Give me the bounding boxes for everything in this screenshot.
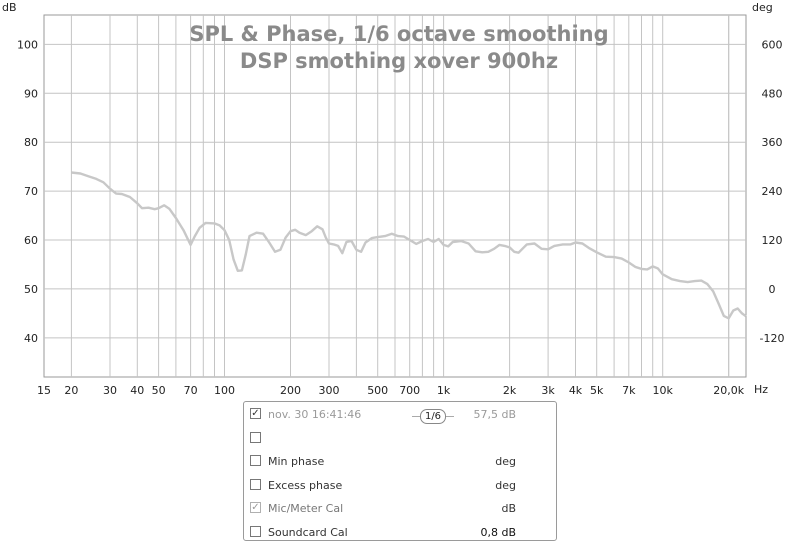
x-tick-label: 700 bbox=[399, 384, 420, 397]
x-tick-label: 300 bbox=[319, 384, 340, 397]
spl-trace bbox=[71, 171, 747, 320]
x-tick-label: 20,0k bbox=[713, 384, 744, 397]
legend-row-label: Soundcard Cal bbox=[268, 525, 348, 539]
legend-checkbox[interactable]: ✓ bbox=[250, 502, 261, 513]
y2-tick-label: -120 bbox=[760, 332, 785, 345]
y2-tick-label: 480 bbox=[762, 87, 783, 100]
spl-chart: 15 20 30 40 50 70 100 200 300 500 700 1k 2k 3k 4k 5k 7k 1… bbox=[2, 1, 785, 397]
legend-row-value: 57,5 dB bbox=[473, 408, 516, 421]
x-tick-label: 5k bbox=[590, 384, 604, 397]
y2-tick-label: 240 bbox=[762, 185, 783, 198]
legend-row-value: 0,8 dB bbox=[480, 525, 516, 539]
x-tick-label: 10k bbox=[653, 384, 674, 397]
y2-tick-label: 600 bbox=[762, 38, 783, 51]
y-axis-unit-left: dB bbox=[2, 1, 17, 14]
x-tick-label: 4k bbox=[569, 384, 583, 397]
x-tick-label: 500 bbox=[367, 384, 388, 397]
legend-row-value: deg bbox=[495, 455, 516, 468]
series-group bbox=[71, 171, 747, 320]
legend-checkbox[interactable] bbox=[250, 431, 261, 443]
y-tick-labels: 100 90 80 70 60 50 40 bbox=[17, 38, 38, 345]
y-tick-label: 60 bbox=[24, 234, 38, 247]
y-tick-label: 100 bbox=[17, 38, 38, 51]
y2-tick-label: 120 bbox=[762, 234, 783, 247]
legend-row-label: Mic/Meter Cal bbox=[268, 502, 344, 515]
legend-row-value: deg bbox=[495, 478, 516, 492]
y-tick-label: 40 bbox=[24, 332, 38, 345]
legend-row: ✓ nov. 30 16:41:46 1/6 57,5 dB bbox=[250, 406, 516, 424]
x-tick-label: 7k bbox=[622, 384, 636, 397]
legend-row: ✓ Mic/Meter Cal dB bbox=[250, 500, 516, 518]
y-tick-label: 50 bbox=[24, 283, 38, 296]
chart-title-line-1: SPL & Phase, 1/6 octave smoothing bbox=[189, 22, 608, 46]
x-tick-label: 70 bbox=[184, 384, 198, 397]
legend-row-label: Min phase bbox=[268, 455, 325, 468]
x-axis-unit: Hz bbox=[754, 383, 768, 396]
x-tick-label: 40 bbox=[130, 384, 144, 397]
smoothing-badge[interactable]: 1/6 bbox=[412, 409, 454, 424]
y-axis-unit-right: deg bbox=[752, 1, 773, 14]
legend-row-value: dB bbox=[501, 502, 516, 515]
y2-tick-label: 0 bbox=[769, 283, 776, 296]
x-tick-label: 2k bbox=[503, 384, 517, 397]
x-tick-label: 100 bbox=[214, 384, 235, 397]
y-tick-label: 90 bbox=[24, 87, 38, 100]
y-tick-label: 80 bbox=[24, 136, 38, 149]
legend-row bbox=[250, 430, 516, 448]
grid-lines bbox=[44, 15, 746, 377]
x-tick-label: 20 bbox=[64, 384, 78, 397]
legend-checkbox[interactable] bbox=[250, 525, 261, 537]
x-tick-label: 15 bbox=[37, 384, 51, 397]
legend-row-label: Excess phase bbox=[268, 478, 343, 492]
legend-row: Min phase deg bbox=[250, 453, 516, 471]
legend-checkbox[interactable]: ✓ bbox=[250, 408, 261, 419]
x-tick-label: 50 bbox=[152, 384, 166, 397]
x-tick-label: 1k bbox=[437, 384, 451, 397]
y2-tick-labels: 600 480 360 240 120 0 -120 bbox=[760, 38, 785, 345]
x-tick-labels: 15 20 30 40 50 70 100 200 300 500 700 1k 2k 3k 4k 5k 7k 1… bbox=[37, 384, 745, 397]
legend-row: Soundcard Cal 0,8 dB bbox=[250, 524, 516, 542]
x-tick-label: 200 bbox=[280, 384, 301, 397]
y2-tick-label: 360 bbox=[762, 136, 783, 149]
legend-checkbox[interactable] bbox=[250, 478, 261, 490]
legend-row: Excess phase deg bbox=[250, 477, 516, 495]
legend-panel: ✓ nov. 30 16:41:46 1/6 57,5 dB Min phase deg E… bbox=[243, 401, 557, 541]
chart-title-line-2: DSP smothing xover 900hz bbox=[240, 49, 558, 73]
legend-checkbox[interactable] bbox=[250, 455, 261, 466]
y-tick-label: 70 bbox=[24, 185, 38, 198]
x-tick-label: 30 bbox=[103, 384, 117, 397]
x-tick-label: 3k bbox=[541, 384, 555, 397]
legend-row-label: nov. 30 16:41:46 bbox=[268, 408, 362, 421]
